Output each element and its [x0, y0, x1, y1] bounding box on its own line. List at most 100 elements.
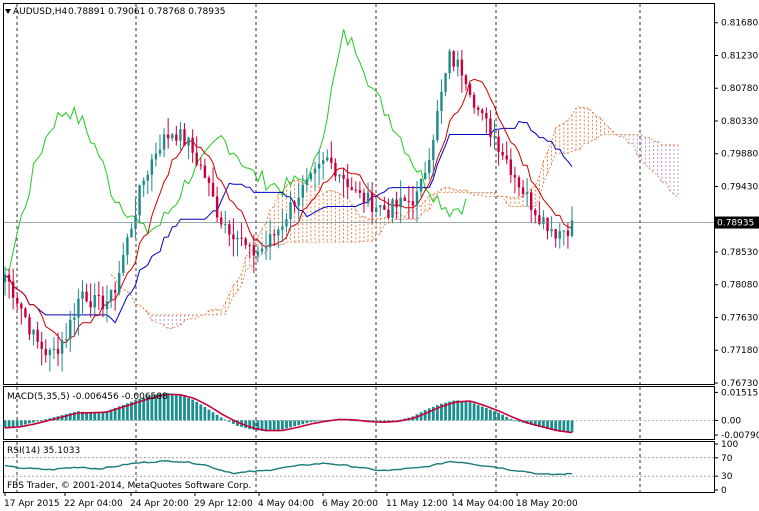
- candle-body-115: [472, 94, 476, 108]
- macd-bar-102: [419, 412, 423, 421]
- macd-bar-24: [101, 411, 105, 421]
- macd-bar-139: [570, 420, 574, 433]
- rsi-tick-label-1: 70: [721, 454, 733, 464]
- candle-body-47: [195, 152, 198, 165]
- candle-body-1: [7, 274, 11, 282]
- candle-body-33: [138, 185, 141, 216]
- candle-body-80: [330, 157, 333, 163]
- candle-body-138: [566, 230, 570, 236]
- macd-bar-25: [105, 411, 109, 421]
- candle-body-78: [321, 160, 325, 165]
- candle-body-135: [554, 229, 557, 239]
- candle-body-72: [297, 197, 300, 206]
- macd-bar-76: [313, 420, 317, 422]
- macd-indicator: 0.015151 0.00 -0.007902: [3, 388, 759, 441]
- candle-body-97: [399, 197, 402, 208]
- macd-bar-129: [529, 420, 533, 425]
- macd-bar-56: [232, 420, 235, 424]
- candle-body-137: [562, 230, 566, 232]
- candle-body-49: [203, 165, 207, 178]
- macd-bar-77: [317, 420, 321, 422]
- macd-bar-18: [77, 411, 80, 421]
- price-tick-label-1: 0.81230: [721, 51, 758, 61]
- rsi-tick-label-3: 0: [721, 486, 727, 496]
- macd-bar-104: [427, 408, 431, 421]
- macd-bar-51: [211, 412, 215, 421]
- price-tick-label-7: 0.78080: [721, 281, 758, 291]
- candle-body-125: [513, 174, 517, 178]
- price-tick-label-6: 0.78530: [721, 248, 758, 258]
- macd-bar-31: [130, 401, 133, 421]
- macd-bar-63: [260, 420, 264, 431]
- candle-body-136: [558, 231, 561, 239]
- candle-body-31: [130, 228, 133, 238]
- time-tick-label-5: 6 May 20:00: [322, 499, 378, 509]
- candle-body-139: [570, 220, 574, 236]
- macd-bar-132: [542, 420, 545, 428]
- candle-body-63: [260, 248, 264, 252]
- candle-body-110: [452, 51, 455, 67]
- rsi-label: RSI(14) 35.1033: [7, 446, 80, 456]
- candle-body-131: [538, 215, 541, 225]
- ichimoku-cloud: [147, 106, 679, 329]
- price-tick-label-9: 0.77180: [721, 346, 758, 356]
- rsi-tick-label-2: 30: [721, 472, 733, 482]
- candle-body-21: [89, 301, 92, 308]
- macd-bar-136: [558, 420, 562, 432]
- candle-body-60: [248, 245, 251, 247]
- macd-signal-line: [4, 393, 573, 434]
- candle-body-20: [85, 291, 88, 302]
- kijun-sen: [4, 120, 573, 324]
- candle-body-117: [481, 109, 484, 114]
- candle-body-127: [521, 187, 525, 195]
- candle-body-96: [395, 199, 398, 208]
- candle-body-37: [154, 153, 158, 160]
- rsi-tick-label-0: 100: [721, 440, 738, 450]
- macd-bar-20: [85, 412, 88, 421]
- candle-body-77: [317, 164, 321, 169]
- candle-body-50: [207, 177, 211, 183]
- candle-body-27: [113, 290, 117, 293]
- macd-bar-22: [93, 412, 97, 421]
- price-panel-frame: [3, 3, 715, 385]
- candle-body-5: [24, 308, 27, 318]
- price-axis: 0.81680 0.81230 0.80780 0.80330 0.79880 0.794…: [4, 19, 759, 389]
- candle-body-84: [346, 178, 349, 188]
- candlesticks: [3, 48, 574, 372]
- candle-body-52: [215, 196, 219, 218]
- candle-body-94: [387, 209, 390, 218]
- macd-bar-119: [489, 409, 492, 421]
- candle-body-128: [525, 192, 529, 195]
- macd-panel-frame: [3, 386, 715, 440]
- macd-bar-27: [113, 407, 117, 421]
- time-tick-label-4: 4 May 04:00: [258, 499, 314, 509]
- macd-bar-120: [493, 411, 496, 421]
- candle-body-76: [313, 168, 317, 174]
- rsi-panel-frame: [3, 441, 715, 493]
- macd-bar-106: [435, 405, 439, 421]
- macd-bar-21: [89, 412, 93, 421]
- candle-body-107: [440, 91, 443, 111]
- macd-bar-17: [72, 412, 76, 421]
- candle-body-36: [150, 159, 154, 175]
- macd-bar-126: [517, 420, 521, 422]
- candle-body-35: [146, 174, 149, 181]
- candle-body-38: [158, 149, 162, 154]
- candle-body-75: [309, 173, 313, 180]
- time-tick-label-2: 24 Apr 20:00: [130, 499, 189, 509]
- macd-bar-107: [440, 403, 443, 421]
- candle-body-25: [105, 301, 109, 310]
- candle-body-113: [464, 75, 468, 85]
- macd-bar-45: [187, 398, 190, 421]
- time-axis: 17 Apr 2015 22 Apr 04:00 24 Apr 20:00 29 Ap…: [4, 492, 578, 509]
- macd-bar-23: [97, 412, 101, 421]
- candle-body-16: [69, 319, 72, 340]
- macd-tick-label-2: -0.007902: [721, 431, 759, 441]
- time-tick-label-1: 22 Apr 04:00: [64, 499, 123, 509]
- macd-bar-59: [244, 420, 248, 429]
- macd-bar-116: [476, 404, 480, 421]
- macd-bar-3: [15, 420, 19, 427]
- senkou-span-a: [110, 106, 679, 329]
- macd-bar-32: [134, 400, 137, 421]
- candle-body-58: [240, 237, 243, 239]
